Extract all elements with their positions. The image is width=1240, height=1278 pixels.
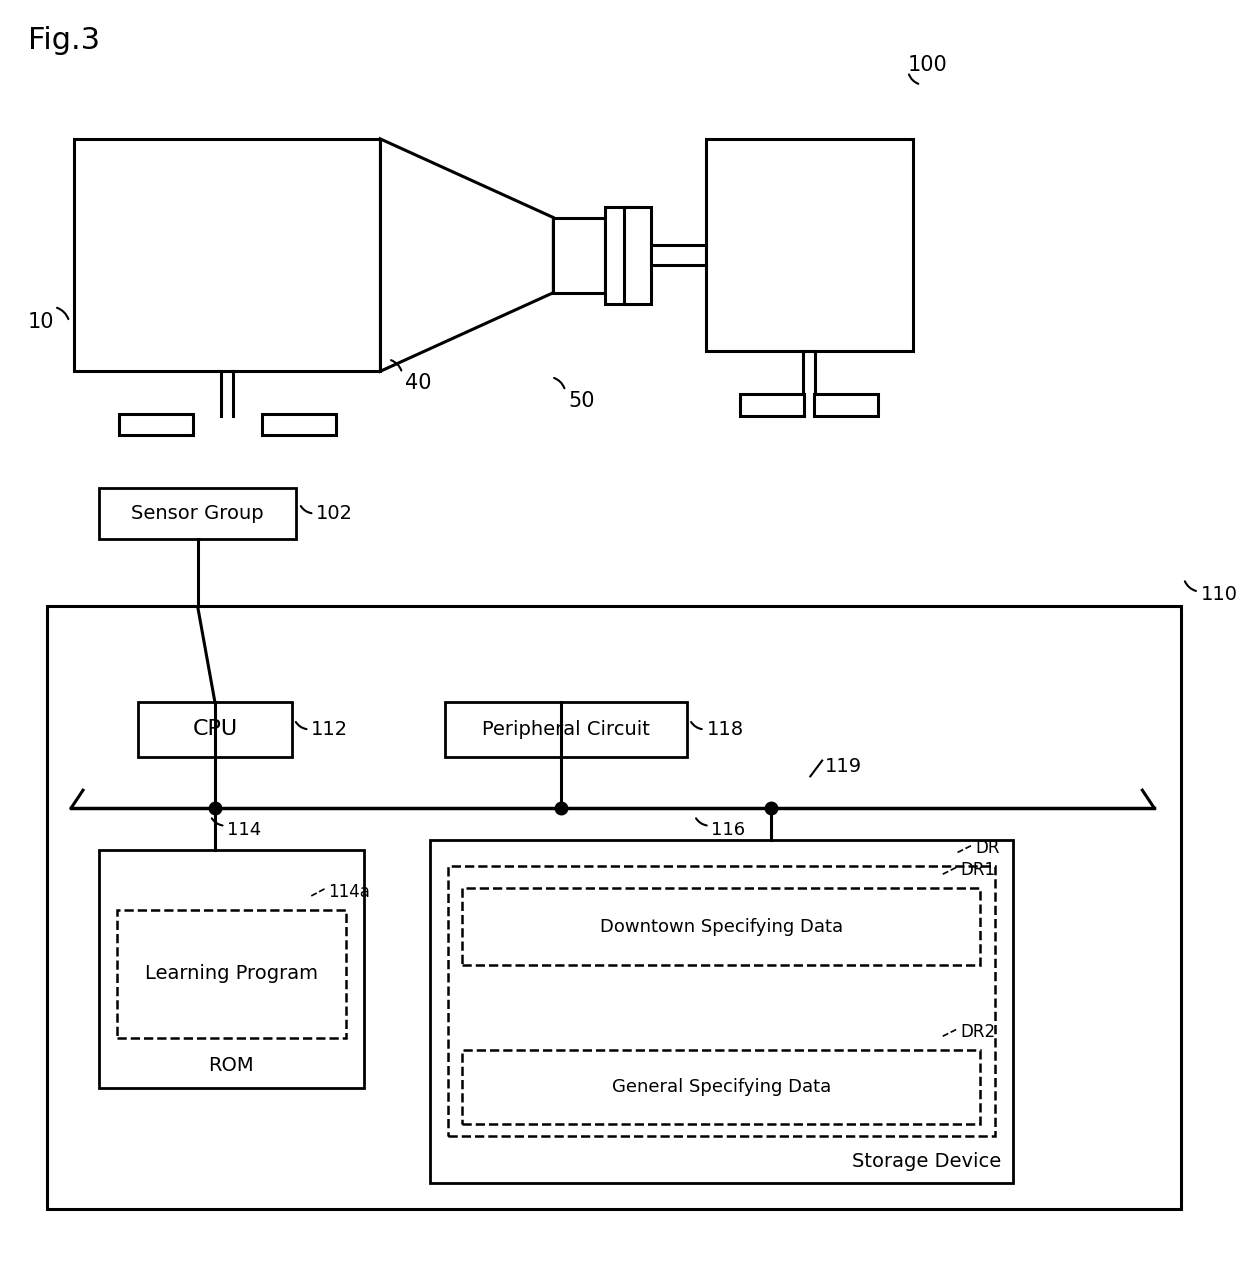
Text: Downtown Specifying Data: Downtown Specifying Data [600,918,843,935]
Text: 50: 50 [568,391,595,410]
Text: Sensor Group: Sensor Group [131,504,264,523]
Text: ROM: ROM [208,1057,254,1075]
Bar [605,207,632,303]
Bar [448,866,996,1136]
Text: 110: 110 [1200,585,1238,604]
Bar [99,488,296,539]
Text: 114a: 114a [329,883,370,901]
Text: 116: 116 [712,820,745,838]
Bar [262,414,336,436]
Bar [119,414,192,436]
Bar [47,606,1180,1209]
Bar [430,840,1013,1183]
Text: DR: DR [976,840,999,858]
Text: 118: 118 [707,720,744,739]
Text: Learning Program: Learning Program [145,965,317,984]
Text: 119: 119 [825,757,862,776]
Text: 100: 100 [908,55,947,75]
Text: DR1: DR1 [961,861,996,879]
Bar [463,1051,981,1125]
Text: General Specifying Data: General Specifying Data [611,1079,831,1097]
Bar [651,245,706,265]
Text: 114: 114 [227,820,262,838]
Text: 112: 112 [311,720,348,739]
Bar [706,139,913,351]
Bar [445,702,687,757]
Text: Storage Device: Storage Device [852,1153,1001,1171]
Bar [117,910,346,1038]
Bar [74,139,381,371]
Bar [139,702,291,757]
Text: 40: 40 [405,373,432,394]
Text: 102: 102 [316,504,353,523]
Bar [463,888,981,965]
Bar [99,850,363,1088]
Bar [624,207,651,303]
Bar [740,394,805,415]
Bar [815,394,878,415]
Text: DR2: DR2 [961,1024,996,1042]
Bar [553,217,605,293]
Text: 10: 10 [27,312,55,332]
Text: Peripheral Circuit: Peripheral Circuit [482,720,650,739]
Text: Fig.3: Fig.3 [27,26,99,55]
Text: CPU: CPU [192,720,238,740]
